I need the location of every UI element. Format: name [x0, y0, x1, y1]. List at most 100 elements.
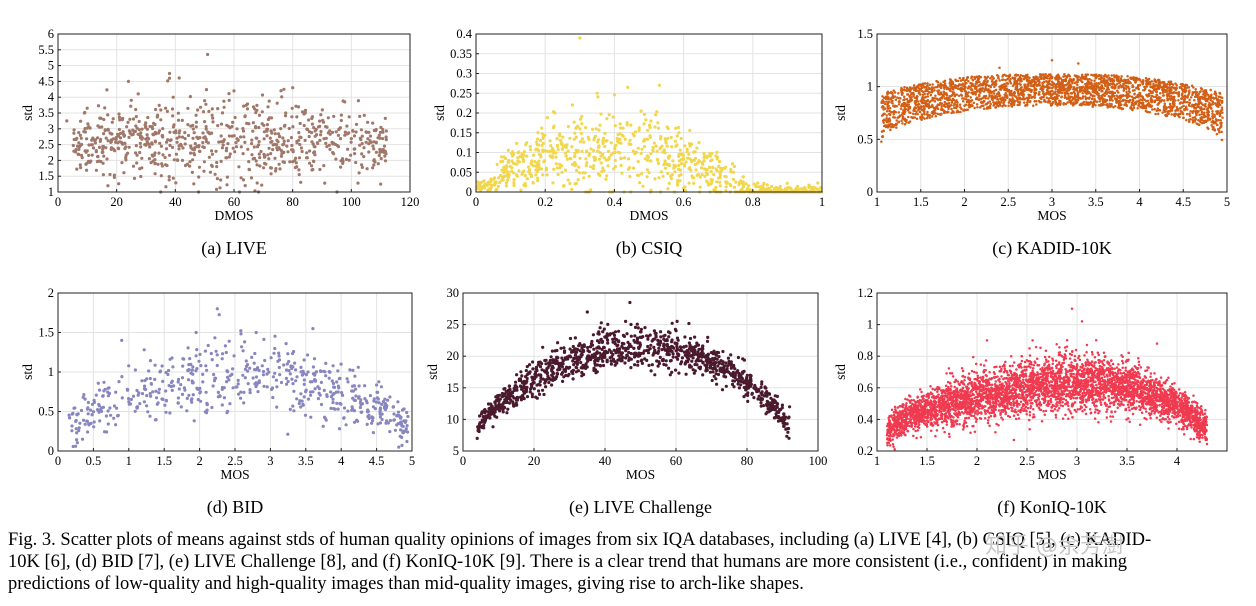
data-point — [506, 148, 510, 152]
data-point — [180, 376, 185, 380]
data-point — [101, 173, 105, 177]
data-point — [251, 121, 255, 125]
data-point — [280, 152, 284, 156]
data-point — [352, 134, 357, 138]
data-point — [717, 164, 721, 168]
x-tick-label: 0.6 — [676, 195, 692, 209]
data-point — [362, 146, 366, 150]
data-point — [212, 372, 216, 377]
data-point — [298, 142, 302, 147]
data-point — [392, 418, 396, 422]
data-point — [762, 182, 766, 186]
data-point — [265, 134, 269, 138]
data-point — [334, 157, 338, 161]
data-point — [568, 181, 572, 186]
data-point — [897, 111, 901, 114]
data-point — [926, 92, 929, 96]
data-point — [1013, 76, 1017, 80]
data-point — [599, 161, 603, 165]
data-point — [127, 364, 131, 368]
data-point — [708, 154, 712, 158]
data-point — [117, 182, 121, 186]
data-point — [1092, 86, 1095, 90]
data-point — [1193, 120, 1197, 123]
subcaption: (a) LIVE — [201, 238, 266, 259]
data-point — [205, 408, 209, 412]
data-point — [578, 140, 583, 144]
data-point — [251, 129, 255, 133]
data-point — [907, 115, 910, 119]
data-point — [496, 184, 500, 188]
data-point — [85, 407, 90, 411]
data-point — [667, 163, 671, 167]
data-point — [703, 174, 707, 178]
data-point — [663, 137, 667, 141]
data-point — [1168, 97, 1171, 101]
data-point — [924, 89, 927, 93]
data-point — [328, 129, 332, 133]
data-point — [489, 177, 493, 181]
data-point — [338, 126, 342, 130]
data-point — [492, 176, 497, 180]
data-point — [94, 168, 98, 172]
data-point — [499, 155, 504, 159]
data-point — [323, 181, 327, 185]
data-point — [522, 153, 526, 157]
data-point — [570, 187, 574, 191]
data-point — [585, 161, 589, 165]
data-point — [731, 177, 736, 182]
data-point — [772, 187, 776, 191]
data-point — [307, 118, 311, 122]
data-point — [106, 184, 110, 188]
data-point — [156, 113, 160, 117]
data-point — [1038, 83, 1042, 87]
data-point — [150, 142, 154, 146]
data-point — [1158, 91, 1162, 95]
data-point — [216, 107, 220, 111]
data-point — [120, 375, 124, 379]
data-point — [1055, 93, 1058, 96]
x-tick-label: 0.4 — [607, 195, 623, 209]
data-point — [335, 143, 339, 148]
data-point — [1194, 107, 1198, 110]
data-point — [660, 144, 664, 148]
data-point — [479, 188, 483, 192]
data-point — [266, 127, 270, 131]
data-point — [279, 89, 283, 93]
data-point — [284, 111, 288, 115]
data-point — [558, 162, 562, 166]
data-point — [1074, 102, 1077, 105]
data-point — [1115, 101, 1118, 105]
data-point — [1063, 94, 1067, 97]
data-point — [938, 98, 941, 101]
data-point — [532, 153, 536, 157]
data-point — [544, 166, 549, 170]
data-point — [339, 362, 343, 366]
data-point — [299, 146, 303, 150]
data-point — [1174, 82, 1177, 85]
data-point — [104, 414, 108, 418]
data-point — [153, 172, 157, 176]
data-point — [75, 438, 79, 442]
data-point — [1021, 89, 1025, 92]
data-point — [1054, 78, 1058, 81]
data-point — [931, 83, 934, 86]
data-point — [1196, 123, 1200, 126]
data-point — [1167, 109, 1171, 113]
data-point — [656, 121, 660, 125]
data-point — [1113, 91, 1117, 95]
data-point — [1076, 78, 1079, 81]
data-point — [999, 101, 1003, 104]
data-point — [560, 170, 564, 174]
data-point — [531, 180, 535, 185]
data-point — [1127, 80, 1131, 83]
data-point — [383, 159, 388, 163]
data-point — [262, 130, 266, 134]
data-point — [1076, 98, 1080, 102]
data-point — [286, 379, 290, 384]
data-point — [895, 104, 899, 108]
data-point — [374, 141, 378, 145]
data-point — [250, 142, 254, 146]
data-point — [342, 416, 346, 420]
data-point — [618, 126, 623, 130]
